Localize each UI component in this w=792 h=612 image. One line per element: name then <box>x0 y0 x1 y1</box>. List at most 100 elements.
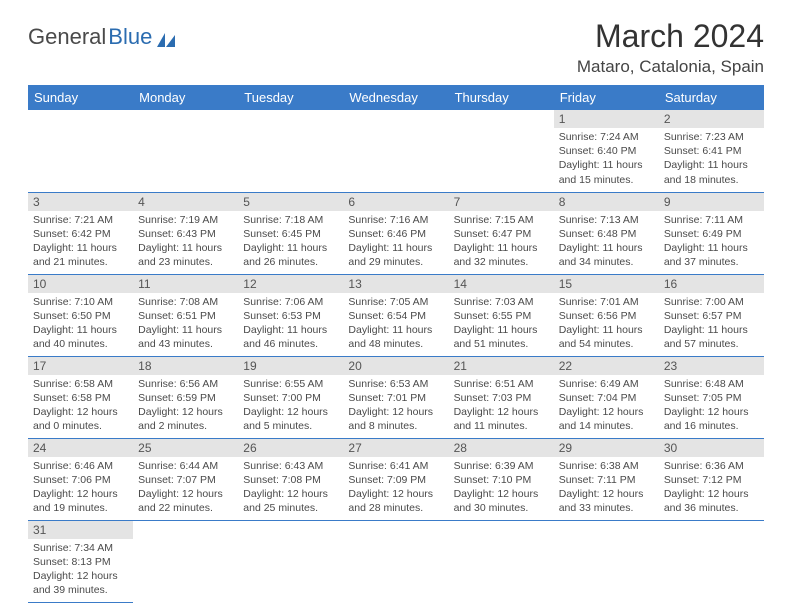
day-number: 17 <box>28 357 133 375</box>
calendar-day-cell: 16Sunrise: 7:00 AMSunset: 6:57 PMDayligh… <box>659 274 764 356</box>
day-info: Sunrise: 7:16 AMSunset: 6:46 PMDaylight:… <box>343 211 448 272</box>
day-number: 26 <box>238 439 343 457</box>
weekday-header: Saturday <box>659 85 764 110</box>
calendar-day-cell: 10Sunrise: 7:10 AMSunset: 6:50 PMDayligh… <box>28 274 133 356</box>
day-number: 30 <box>659 439 764 457</box>
calendar-day-cell: 20Sunrise: 6:53 AMSunset: 7:01 PMDayligh… <box>343 356 448 438</box>
day-number: 8 <box>554 193 659 211</box>
day-number: 13 <box>343 275 448 293</box>
calendar-day-cell: 6Sunrise: 7:16 AMSunset: 6:46 PMDaylight… <box>343 192 448 274</box>
logo-text-2: Blue <box>108 24 152 50</box>
calendar-day-cell <box>554 520 659 602</box>
day-number: 10 <box>28 275 133 293</box>
calendar-week-row: 31Sunrise: 7:34 AMSunset: 8:13 PMDayligh… <box>28 520 764 602</box>
day-info: Sunrise: 6:41 AMSunset: 7:09 PMDaylight:… <box>343 457 448 518</box>
day-info: Sunrise: 7:34 AMSunset: 8:13 PMDaylight:… <box>28 539 133 600</box>
calendar-week-row: 3Sunrise: 7:21 AMSunset: 6:42 PMDaylight… <box>28 192 764 274</box>
calendar-day-cell <box>659 520 764 602</box>
calendar-day-cell: 3Sunrise: 7:21 AMSunset: 6:42 PMDaylight… <box>28 192 133 274</box>
day-info: Sunrise: 7:00 AMSunset: 6:57 PMDaylight:… <box>659 293 764 354</box>
day-number: 25 <box>133 439 238 457</box>
calendar-day-cell: 30Sunrise: 6:36 AMSunset: 7:12 PMDayligh… <box>659 438 764 520</box>
calendar-day-cell: 8Sunrise: 7:13 AMSunset: 6:48 PMDaylight… <box>554 192 659 274</box>
calendar-day-cell <box>449 110 554 192</box>
day-info: Sunrise: 7:23 AMSunset: 6:41 PMDaylight:… <box>659 128 764 189</box>
day-info: Sunrise: 7:13 AMSunset: 6:48 PMDaylight:… <box>554 211 659 272</box>
calendar-day-cell <box>238 110 343 192</box>
day-number: 22 <box>554 357 659 375</box>
calendar-day-cell: 5Sunrise: 7:18 AMSunset: 6:45 PMDaylight… <box>238 192 343 274</box>
day-number: 4 <box>133 193 238 211</box>
day-number: 3 <box>28 193 133 211</box>
day-info: Sunrise: 6:53 AMSunset: 7:01 PMDaylight:… <box>343 375 448 436</box>
calendar-day-cell: 27Sunrise: 6:41 AMSunset: 7:09 PMDayligh… <box>343 438 448 520</box>
calendar-week-row: 1Sunrise: 7:24 AMSunset: 6:40 PMDaylight… <box>28 110 764 192</box>
day-info: Sunrise: 7:01 AMSunset: 6:56 PMDaylight:… <box>554 293 659 354</box>
day-info: Sunrise: 7:10 AMSunset: 6:50 PMDaylight:… <box>28 293 133 354</box>
calendar-day-cell: 12Sunrise: 7:06 AMSunset: 6:53 PMDayligh… <box>238 274 343 356</box>
weekday-header-row: Sunday Monday Tuesday Wednesday Thursday… <box>28 85 764 110</box>
day-info: Sunrise: 6:56 AMSunset: 6:59 PMDaylight:… <box>133 375 238 436</box>
day-info: Sunrise: 6:49 AMSunset: 7:04 PMDaylight:… <box>554 375 659 436</box>
calendar-day-cell <box>133 110 238 192</box>
day-info: Sunrise: 6:48 AMSunset: 7:05 PMDaylight:… <box>659 375 764 436</box>
day-number: 20 <box>343 357 448 375</box>
title-block: March 2024 Mataro, Catalonia, Spain <box>577 18 764 77</box>
calendar-day-cell: 1Sunrise: 7:24 AMSunset: 6:40 PMDaylight… <box>554 110 659 192</box>
day-info: Sunrise: 7:24 AMSunset: 6:40 PMDaylight:… <box>554 128 659 189</box>
calendar-day-cell: 23Sunrise: 6:48 AMSunset: 7:05 PMDayligh… <box>659 356 764 438</box>
day-number: 1 <box>554 110 659 128</box>
day-info: Sunrise: 7:21 AMSunset: 6:42 PMDaylight:… <box>28 211 133 272</box>
calendar-day-cell: 31Sunrise: 7:34 AMSunset: 8:13 PMDayligh… <box>28 520 133 602</box>
calendar-day-cell <box>238 520 343 602</box>
calendar-day-cell: 14Sunrise: 7:03 AMSunset: 6:55 PMDayligh… <box>449 274 554 356</box>
calendar-table: Sunday Monday Tuesday Wednesday Thursday… <box>28 85 764 603</box>
month-title: March 2024 <box>577 18 764 55</box>
calendar-day-cell: 13Sunrise: 7:05 AMSunset: 6:54 PMDayligh… <box>343 274 448 356</box>
day-info: Sunrise: 7:05 AMSunset: 6:54 PMDaylight:… <box>343 293 448 354</box>
day-number: 11 <box>133 275 238 293</box>
calendar-week-row: 10Sunrise: 7:10 AMSunset: 6:50 PMDayligh… <box>28 274 764 356</box>
logo-text-1: General <box>28 24 106 50</box>
day-info: Sunrise: 6:55 AMSunset: 7:00 PMDaylight:… <box>238 375 343 436</box>
calendar-day-cell: 2Sunrise: 7:23 AMSunset: 6:41 PMDaylight… <box>659 110 764 192</box>
day-number: 5 <box>238 193 343 211</box>
calendar-day-cell: 21Sunrise: 6:51 AMSunset: 7:03 PMDayligh… <box>449 356 554 438</box>
day-number: 12 <box>238 275 343 293</box>
weekday-header: Tuesday <box>238 85 343 110</box>
day-info: Sunrise: 7:06 AMSunset: 6:53 PMDaylight:… <box>238 293 343 354</box>
calendar-day-cell <box>343 520 448 602</box>
day-info: Sunrise: 6:43 AMSunset: 7:08 PMDaylight:… <box>238 457 343 518</box>
calendar-day-cell: 22Sunrise: 6:49 AMSunset: 7:04 PMDayligh… <box>554 356 659 438</box>
calendar-day-cell <box>343 110 448 192</box>
weekday-header: Sunday <box>28 85 133 110</box>
day-info: Sunrise: 6:36 AMSunset: 7:12 PMDaylight:… <box>659 457 764 518</box>
weekday-header: Monday <box>133 85 238 110</box>
logo-sail-icon <box>157 29 177 45</box>
day-number: 21 <box>449 357 554 375</box>
day-info: Sunrise: 7:19 AMSunset: 6:43 PMDaylight:… <box>133 211 238 272</box>
weekday-header: Thursday <box>449 85 554 110</box>
weekday-header: Wednesday <box>343 85 448 110</box>
day-number: 9 <box>659 193 764 211</box>
day-info: Sunrise: 7:03 AMSunset: 6:55 PMDaylight:… <box>449 293 554 354</box>
day-number: 24 <box>28 439 133 457</box>
calendar-day-cell: 11Sunrise: 7:08 AMSunset: 6:51 PMDayligh… <box>133 274 238 356</box>
calendar-day-cell: 19Sunrise: 6:55 AMSunset: 7:00 PMDayligh… <box>238 356 343 438</box>
day-info: Sunrise: 7:18 AMSunset: 6:45 PMDaylight:… <box>238 211 343 272</box>
calendar-day-cell: 7Sunrise: 7:15 AMSunset: 6:47 PMDaylight… <box>449 192 554 274</box>
calendar-day-cell: 29Sunrise: 6:38 AMSunset: 7:11 PMDayligh… <box>554 438 659 520</box>
day-info: Sunrise: 7:15 AMSunset: 6:47 PMDaylight:… <box>449 211 554 272</box>
day-info: Sunrise: 6:51 AMSunset: 7:03 PMDaylight:… <box>449 375 554 436</box>
calendar-day-cell: 15Sunrise: 7:01 AMSunset: 6:56 PMDayligh… <box>554 274 659 356</box>
calendar-day-cell: 9Sunrise: 7:11 AMSunset: 6:49 PMDaylight… <box>659 192 764 274</box>
calendar-day-cell <box>133 520 238 602</box>
day-info: Sunrise: 6:38 AMSunset: 7:11 PMDaylight:… <box>554 457 659 518</box>
calendar-week-row: 17Sunrise: 6:58 AMSunset: 6:58 PMDayligh… <box>28 356 764 438</box>
day-info: Sunrise: 6:39 AMSunset: 7:10 PMDaylight:… <box>449 457 554 518</box>
header: GeneralBlue March 2024 Mataro, Catalonia… <box>28 18 764 77</box>
day-number: 18 <box>133 357 238 375</box>
day-number: 29 <box>554 439 659 457</box>
weekday-header: Friday <box>554 85 659 110</box>
calendar-day-cell <box>28 110 133 192</box>
